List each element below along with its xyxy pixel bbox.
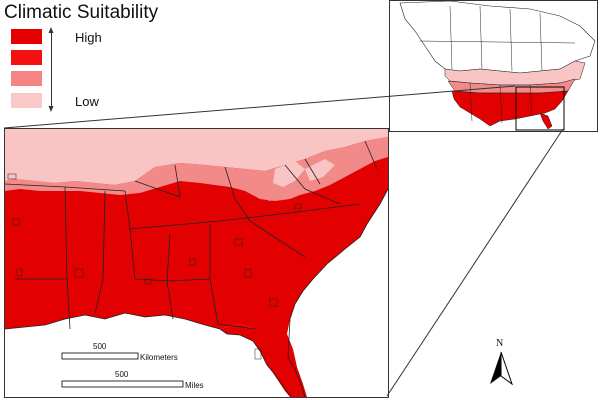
north-arrow: N: [486, 338, 516, 388]
legend-gradient-arrow: [51, 30, 52, 110]
scalebar-mi-unit: Miles: [185, 381, 204, 390]
main-map-canvas: [5, 129, 388, 397]
legend-low-label: Low: [75, 94, 99, 109]
legend-title: Climatic Suitability: [4, 2, 159, 23]
legend-swatch-medium-high: [11, 50, 42, 65]
legend-swatch-low: [11, 93, 42, 108]
legend-swatch-medium-low: [11, 71, 42, 86]
inset-map-canvas: [399, 1, 596, 131]
north-arrow-label: N: [496, 338, 504, 349]
scalebar-km-unit: Kilometers: [140, 353, 178, 362]
legend-swatch-high: [11, 29, 42, 44]
north-arrow-icon: [490, 351, 513, 386]
scalebar-km-value: 500: [93, 342, 107, 351]
legend-high-label: High: [75, 30, 102, 45]
inset-map-north-america: [389, 0, 598, 132]
scalebar-mi-value: 500: [115, 370, 129, 379]
main-map-southeast-us: 500 Kilometers 500 Miles: [4, 128, 389, 398]
